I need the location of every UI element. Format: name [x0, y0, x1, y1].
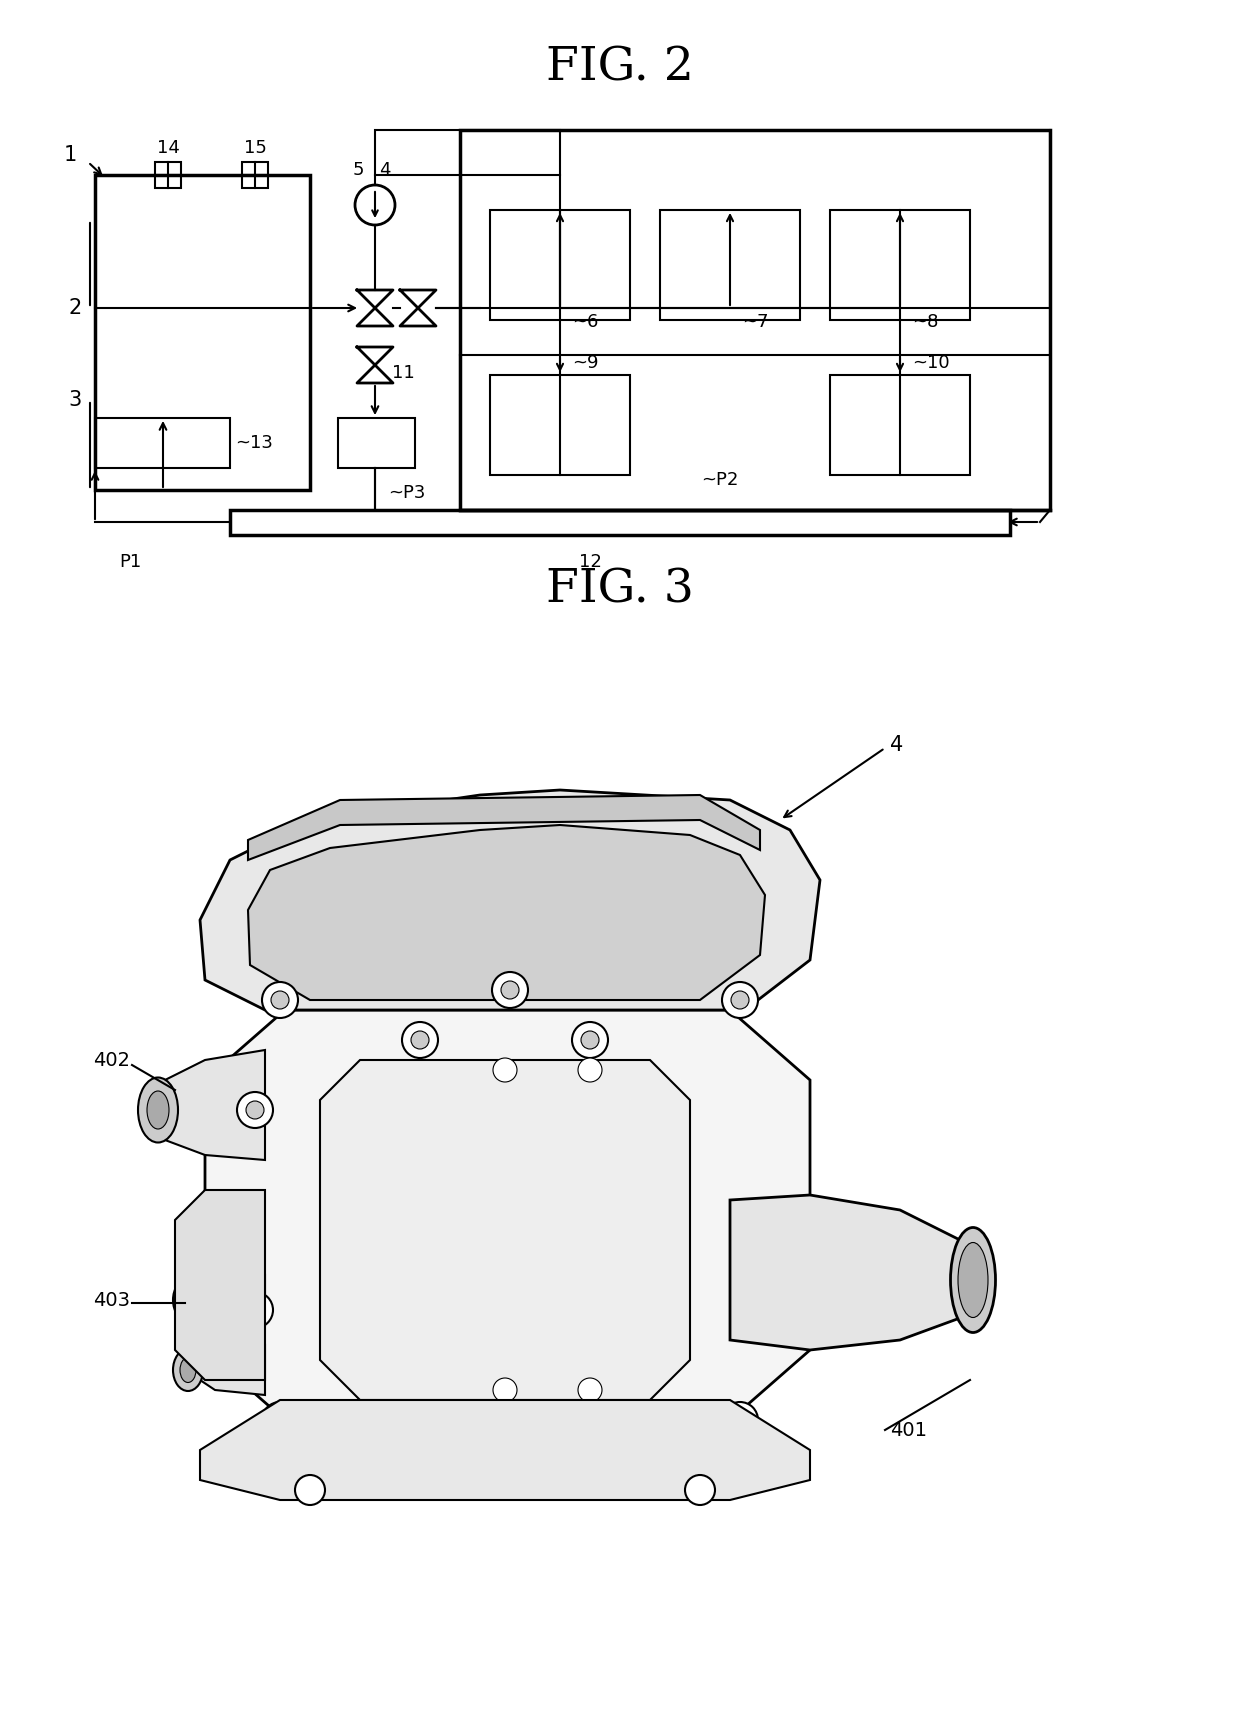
Circle shape: [246, 1100, 264, 1119]
Circle shape: [494, 1058, 517, 1082]
Circle shape: [272, 1411, 289, 1429]
Polygon shape: [175, 1190, 265, 1380]
Bar: [339, 418, 415, 468]
Circle shape: [684, 1476, 715, 1505]
Circle shape: [410, 1032, 429, 1049]
Text: ~10: ~10: [911, 355, 950, 372]
Text: 11: 11: [392, 363, 414, 382]
Text: ~9: ~9: [572, 355, 599, 372]
Circle shape: [262, 982, 298, 1018]
Bar: [95, 418, 229, 468]
Ellipse shape: [174, 1349, 203, 1392]
Circle shape: [246, 1301, 264, 1320]
Text: ~8: ~8: [911, 314, 939, 331]
Circle shape: [237, 1292, 273, 1328]
Text: 12: 12: [579, 554, 601, 571]
Circle shape: [732, 991, 749, 1010]
Polygon shape: [185, 1275, 265, 1325]
Text: 402: 402: [93, 1051, 130, 1070]
Circle shape: [582, 1032, 599, 1049]
Circle shape: [732, 1411, 749, 1429]
Text: ~P3: ~P3: [388, 483, 425, 502]
Bar: [229, 511, 1011, 535]
Text: ~P2: ~P2: [702, 471, 739, 488]
Circle shape: [492, 972, 528, 1008]
Bar: [490, 375, 630, 475]
Ellipse shape: [174, 1279, 203, 1321]
Text: 401: 401: [890, 1421, 928, 1440]
Circle shape: [262, 1402, 298, 1438]
Ellipse shape: [138, 1078, 179, 1143]
Circle shape: [237, 1092, 273, 1128]
Ellipse shape: [959, 1243, 988, 1318]
Ellipse shape: [951, 1227, 996, 1332]
Text: 2: 2: [68, 298, 82, 319]
Circle shape: [578, 1378, 601, 1402]
Circle shape: [578, 1058, 601, 1082]
Circle shape: [494, 1378, 517, 1402]
Bar: [490, 211, 630, 321]
Circle shape: [572, 1022, 608, 1058]
Text: ~13: ~13: [236, 434, 273, 452]
Text: FIG. 2: FIG. 2: [546, 45, 694, 91]
Ellipse shape: [180, 1357, 196, 1383]
Polygon shape: [248, 824, 765, 999]
Bar: [660, 211, 800, 321]
Text: 4: 4: [379, 161, 391, 178]
Polygon shape: [320, 1059, 689, 1400]
Polygon shape: [200, 1400, 810, 1500]
Text: 403: 403: [93, 1291, 130, 1309]
Circle shape: [295, 1476, 325, 1505]
Circle shape: [501, 980, 520, 999]
Text: P1: P1: [119, 554, 141, 571]
Bar: [830, 375, 970, 475]
Ellipse shape: [148, 1092, 169, 1130]
Bar: [460, 130, 1050, 511]
Text: 3: 3: [68, 391, 82, 410]
Bar: [374, 130, 560, 175]
Circle shape: [272, 991, 289, 1010]
Text: 4: 4: [890, 735, 903, 754]
Circle shape: [722, 1402, 758, 1438]
Bar: [242, 163, 268, 189]
Polygon shape: [248, 795, 760, 860]
Polygon shape: [205, 1010, 810, 1419]
Text: 5: 5: [352, 161, 363, 178]
Circle shape: [722, 982, 758, 1018]
Text: FIG. 3: FIG. 3: [546, 567, 694, 612]
Text: ~7: ~7: [742, 314, 769, 331]
Ellipse shape: [180, 1287, 196, 1313]
Polygon shape: [730, 1195, 980, 1351]
Circle shape: [402, 1022, 438, 1058]
Text: 1: 1: [63, 146, 77, 165]
Bar: [830, 211, 970, 321]
Polygon shape: [200, 790, 820, 1010]
Polygon shape: [155, 1051, 265, 1160]
Polygon shape: [185, 1345, 265, 1395]
Bar: [155, 163, 181, 189]
Text: 14: 14: [156, 139, 180, 158]
Text: 15: 15: [243, 139, 267, 158]
Bar: [95, 175, 310, 490]
Text: ~6: ~6: [572, 314, 599, 331]
